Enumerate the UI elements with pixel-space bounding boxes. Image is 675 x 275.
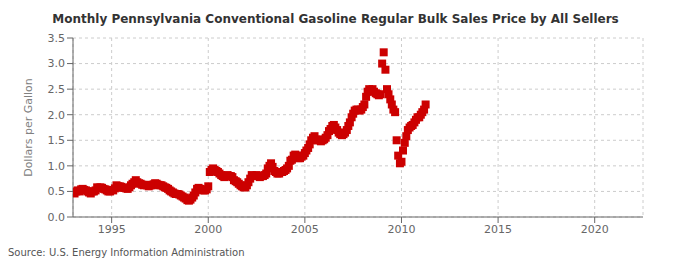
svg-text:0.5: 0.5	[48, 185, 66, 198]
svg-text:Dollars per Gallon: Dollars per Gallon	[22, 78, 35, 177]
svg-text:1.0: 1.0	[48, 160, 66, 173]
svg-text:2.5: 2.5	[48, 83, 66, 96]
svg-text:3.5: 3.5	[48, 32, 66, 45]
svg-text:3.0: 3.0	[48, 57, 66, 70]
svg-text:2000: 2000	[194, 223, 222, 236]
svg-text:2015: 2015	[484, 223, 512, 236]
svg-text:0.0: 0.0	[48, 211, 66, 224]
html-text:Monthly Pennsylvania Conventio: Monthly Pennsylvania Conventional Gasoli…	[52, 12, 619, 26]
html-text:Source: U.S. Energy Informatio: Source: U.S. Energy Information Administ…	[8, 247, 245, 258]
svg-text:2.0: 2.0	[48, 109, 66, 122]
svg-text:2020: 2020	[581, 223, 609, 236]
svg-text:1995: 1995	[98, 223, 126, 236]
svg-text:1.5: 1.5	[48, 134, 66, 147]
svg-text:2010: 2010	[387, 223, 415, 236]
svg-text:2005: 2005	[291, 223, 319, 236]
